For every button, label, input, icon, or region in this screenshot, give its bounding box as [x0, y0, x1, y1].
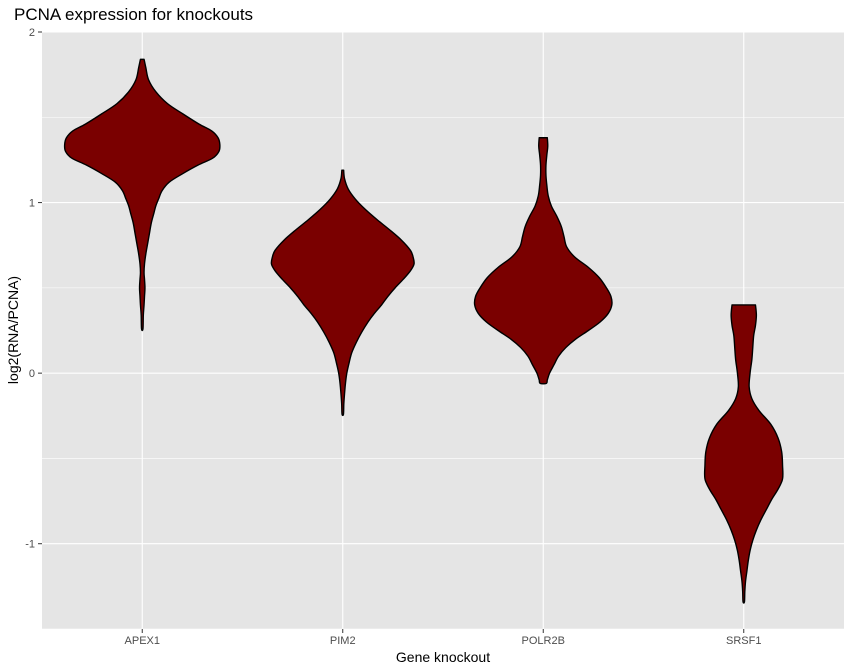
x-tick-label: SRSF1	[726, 635, 761, 647]
y-axis: 2 1 0 -1	[25, 27, 42, 551]
y-tick-label: 1	[29, 198, 35, 210]
violin-polr2b	[473, 137, 613, 385]
x-tick-label: PIM2	[330, 635, 356, 647]
y-tick-label: 0	[29, 368, 35, 380]
y-tick-label: 2	[29, 27, 35, 39]
violin-srsf1	[703, 304, 784, 604]
y-axis-title: log2(RNA/PCNA)	[5, 276, 21, 384]
x-axis: APEX1 PIM2 POLR2B SRSF1	[125, 629, 761, 647]
violin-pim2	[270, 169, 415, 417]
chart-title: PCNA expression for knockouts	[14, 5, 253, 24]
violin-apex1	[63, 58, 221, 332]
x-tick-label: APEX1	[125, 635, 160, 647]
y-tick-label: -1	[25, 539, 35, 551]
x-axis-title: Gene knockout	[396, 649, 490, 665]
x-tick-label: POLR2B	[522, 635, 565, 647]
violins	[63, 58, 784, 604]
